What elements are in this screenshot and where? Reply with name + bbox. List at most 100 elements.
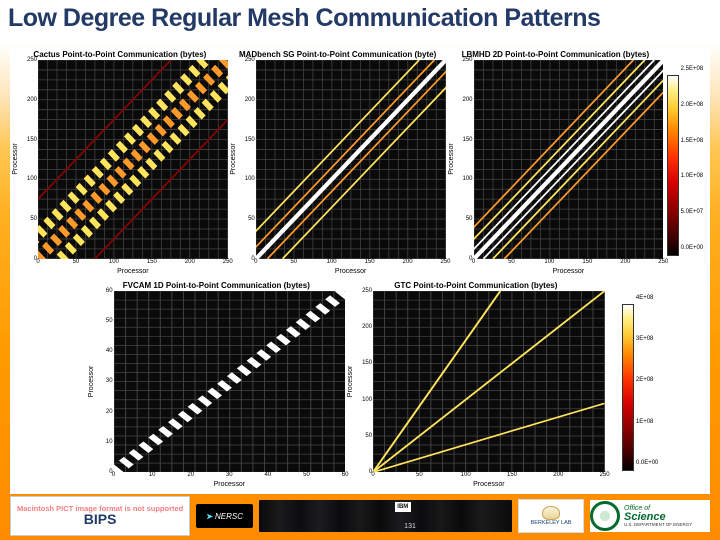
colorbar-tick: 2E+08 bbox=[636, 377, 654, 383]
chart-title: MADbench SG Point-to-Point Communication… bbox=[230, 50, 446, 60]
x-tick: 200 bbox=[553, 472, 563, 478]
x-axis-label: Processor bbox=[474, 267, 664, 275]
top-row: Cactus Point-to-Point Communication (byt… bbox=[10, 48, 710, 279]
y-tick: 100 bbox=[462, 176, 472, 182]
x-tick: 0 bbox=[254, 259, 257, 265]
colorbar-tick: 2.0E+08 bbox=[681, 102, 704, 108]
x-axis-label: Processor bbox=[114, 480, 346, 488]
colorbar-tick: 1E+08 bbox=[636, 419, 654, 425]
x-tick: 10 bbox=[149, 472, 156, 478]
x-tick: 100 bbox=[544, 259, 554, 265]
x-tick: 250 bbox=[658, 259, 668, 265]
x-axis-label: Processor bbox=[256, 267, 446, 275]
x-tick: 100 bbox=[327, 259, 337, 265]
colorbar-tick: 5.0E+07 bbox=[681, 209, 704, 215]
x-tick: 250 bbox=[600, 472, 610, 478]
x-axis-label: Processor bbox=[38, 267, 228, 275]
nersc-logo: ➤ NERSC bbox=[196, 504, 253, 528]
y-tick: 50 bbox=[30, 216, 37, 222]
y-tick: 150 bbox=[462, 137, 472, 143]
y-tick: 10 bbox=[106, 439, 113, 445]
x-tick: 50 bbox=[303, 472, 310, 478]
colorbar-top: 2.5E+082.0E+081.5E+081.0E+085.0E+070.0E+… bbox=[665, 50, 714, 279]
chart-title: GTC Point-to-Point Communication (bytes) bbox=[347, 281, 605, 291]
y-tick: 250 bbox=[27, 57, 37, 63]
bottom-row: FVCAM 1D Point-to-Point Communication (b… bbox=[10, 279, 710, 494]
x-tick: 200 bbox=[620, 259, 630, 265]
y-tick: 40 bbox=[106, 348, 113, 354]
y-tick: 200 bbox=[462, 97, 472, 103]
chart-lbmhd: LBMHD 2D Point-to-Point Communication (b… bbox=[448, 50, 664, 279]
server-photo: IBM 131 bbox=[259, 500, 512, 532]
x-tick: 200 bbox=[185, 259, 195, 265]
y-tick: 50 bbox=[365, 433, 372, 439]
x-tick: 0 bbox=[36, 259, 39, 265]
y-tick: 150 bbox=[245, 137, 255, 143]
colorbar-tick: 0.0E+00 bbox=[636, 460, 659, 466]
y-tick: 250 bbox=[245, 57, 255, 63]
y-tick: 100 bbox=[27, 176, 37, 182]
x-tick: 100 bbox=[461, 472, 471, 478]
chart-title: FVCAM 1D Point-to-Point Communication (b… bbox=[88, 281, 346, 291]
chart-madbench: MADbench SG Point-to-Point Communication… bbox=[230, 50, 446, 279]
ibm-label: IBM bbox=[395, 502, 411, 512]
x-tick: 150 bbox=[507, 472, 517, 478]
x-tick: 150 bbox=[582, 259, 592, 265]
chart-fvcam: FVCAM 1D Point-to-Point Communication (b… bbox=[88, 281, 346, 492]
doe-ring-icon bbox=[590, 501, 620, 531]
y-tick: 20 bbox=[106, 409, 113, 415]
y-axis-label: Processor bbox=[347, 291, 357, 472]
colorbar-bottom: 4E+08 3E+08 2E+08 1E+08 0.0E+00 bbox=[607, 281, 684, 492]
colorbar-tick: 1.0E+08 bbox=[681, 173, 704, 179]
x-tick: 50 bbox=[290, 259, 297, 265]
y-tick: 150 bbox=[362, 360, 372, 366]
doe-subtitle: U.S. DEPARTMENT OF ENERGY bbox=[624, 523, 692, 528]
y-tick: 60 bbox=[106, 288, 113, 294]
heatmap-plot bbox=[474, 60, 664, 259]
colorbar-tick: 3E+08 bbox=[636, 336, 654, 342]
heatmap-plot bbox=[256, 60, 446, 259]
y-axis-label: Processor bbox=[448, 60, 458, 259]
colorbar-tick: 2.5E+08 bbox=[681, 66, 704, 72]
bips-logo: Macintosh PICT image format is not suppo… bbox=[10, 496, 190, 536]
chart-cactus: Cactus Point-to-Point Communication (byt… bbox=[12, 50, 228, 279]
y-tick: 150 bbox=[27, 137, 37, 143]
chart-title: LBMHD 2D Point-to-Point Communication (b… bbox=[448, 50, 664, 60]
nersc-arc-icon: ➤ bbox=[206, 512, 213, 521]
y-tick: 250 bbox=[462, 57, 472, 63]
x-tick: 20 bbox=[187, 472, 194, 478]
colorbar-tick: 1.5E+08 bbox=[681, 138, 704, 144]
y-axis-label: Processor bbox=[230, 60, 240, 259]
x-tick: 200 bbox=[403, 259, 413, 265]
x-tick: 30 bbox=[226, 472, 233, 478]
y-tick: 250 bbox=[362, 288, 372, 294]
x-tick: 50 bbox=[73, 259, 80, 265]
footer: Macintosh PICT image format is not suppo… bbox=[10, 498, 710, 534]
colorbar-gradient bbox=[667, 75, 679, 255]
spacer bbox=[37, 281, 86, 492]
heatmap-plot bbox=[373, 291, 605, 472]
chart-gtc: GTC Point-to-Point Communication (bytes)… bbox=[347, 281, 605, 492]
colorbar-tick: 4E+08 bbox=[636, 295, 654, 301]
berkeley-text: BERKELEY LAB bbox=[531, 521, 572, 527]
y-tick: 50 bbox=[466, 216, 473, 222]
chart-title: Cactus Point-to-Point Communication (byt… bbox=[12, 50, 228, 60]
berkeley-lab-logo: BERKELEY LAB bbox=[518, 499, 584, 533]
x-tick: 40 bbox=[265, 472, 272, 478]
y-tick: 100 bbox=[362, 397, 372, 403]
heatmap-plot bbox=[38, 60, 228, 259]
nersc-text: NERSC bbox=[215, 512, 243, 521]
y-tick: 200 bbox=[362, 324, 372, 330]
rack-number: 131 bbox=[404, 523, 416, 530]
charts-panel: Cactus Point-to-Point Communication (byt… bbox=[10, 48, 710, 494]
x-tick: 50 bbox=[416, 472, 423, 478]
x-axis-label: Processor bbox=[373, 480, 605, 488]
page-title: Low Degree Regular Mesh Communication Pa… bbox=[8, 4, 712, 33]
doe-office-logo: Office of Science U.S. DEPARTMENT OF ENE… bbox=[590, 500, 710, 532]
x-tick: 150 bbox=[365, 259, 375, 265]
x-tick: 0 bbox=[112, 472, 115, 478]
berkeley-seal-icon bbox=[542, 506, 560, 520]
y-tick: 200 bbox=[27, 97, 37, 103]
y-tick: 30 bbox=[106, 378, 113, 384]
y-axis-label: Processor bbox=[12, 60, 22, 259]
